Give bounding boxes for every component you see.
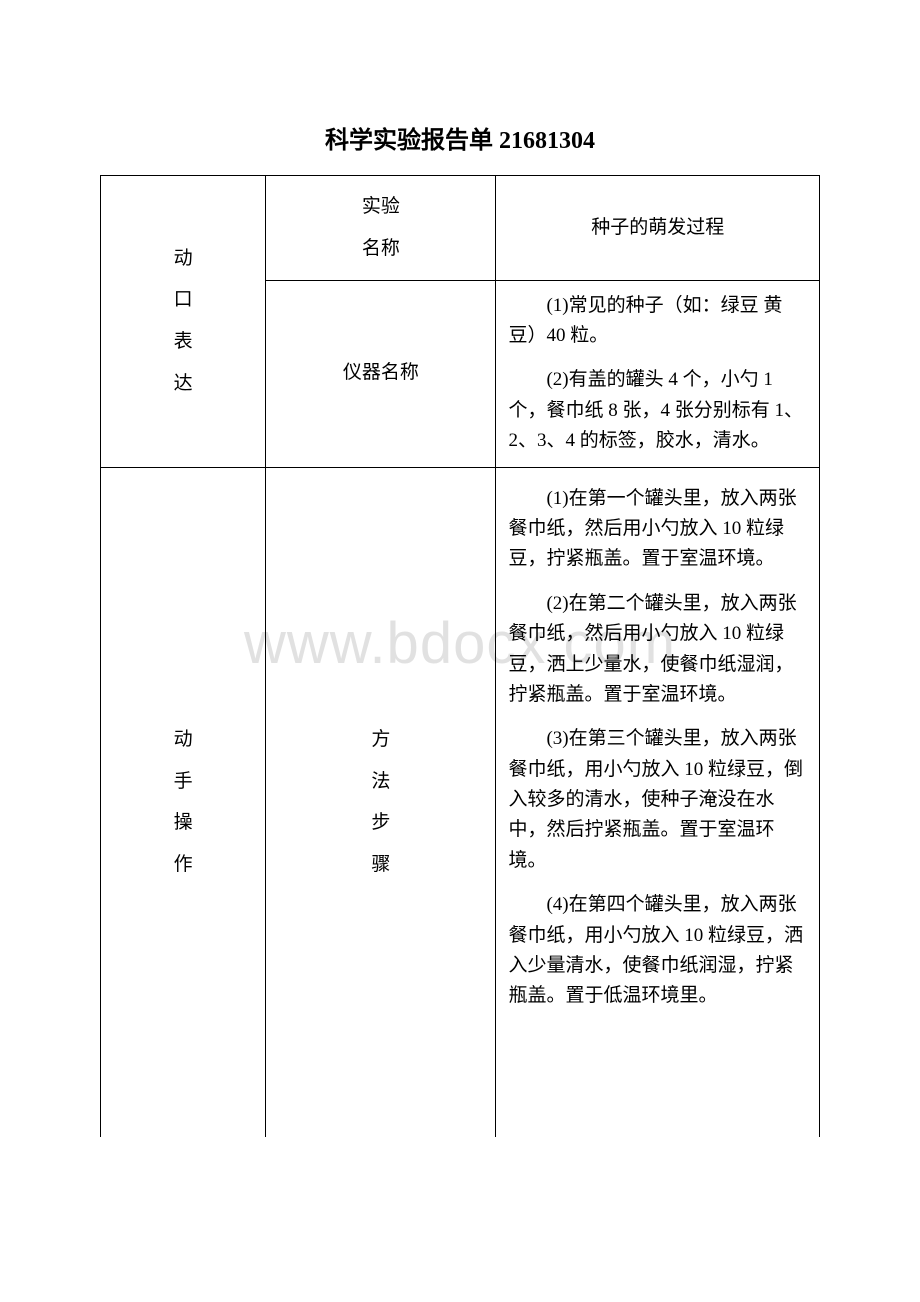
char: 手	[174, 761, 193, 803]
method-label-cell: 方 法 步 骤	[266, 467, 496, 1137]
vertical-label-1: 动 口 表 达	[174, 238, 193, 405]
experiment-name-label-cell: 实验 名称	[266, 176, 496, 281]
char: 达	[174, 363, 193, 405]
left-label-cell-2: 动 手 操 作	[101, 467, 266, 1137]
method-para-3: (3)在第三个罐头里，放入两张餐巾纸，用小勺放入 10 粒绿豆，倒入较多的清水，…	[508, 724, 807, 876]
table-row: 动 口 表 达 实验 名称 种子的萌发过程	[101, 176, 820, 281]
method-label: 方 法 步 骤	[371, 719, 390, 886]
method-value-cell: (1)在第一个罐头里，放入两张餐巾纸，然后用小勺放入 10 粒绿豆，拧紧瓶盖。置…	[496, 467, 820, 1137]
left-label-cell-1: 动 口 表 达	[101, 176, 266, 468]
method-para-4: (4)在第四个罐头里，放入两张餐巾纸，用小勺放入 10 粒绿豆，洒入少量清水，使…	[508, 890, 807, 1012]
table-row: 动 手 操 作 方 法 步 骤 (1)在第一个罐头里，放入两张餐巾纸，然后用小勺…	[101, 467, 820, 1137]
char: 作	[174, 844, 193, 886]
experiment-name-label: 实验 名称	[362, 186, 400, 270]
instrument-label-cell: 仪器名称	[266, 280, 496, 467]
experiment-report-table: 动 口 表 达 实验 名称 种子的萌发过程 仪器名称 (1)常见的种子（如：绿豆…	[100, 175, 820, 1137]
experiment-name-value-cell: 种子的萌发过程	[496, 176, 820, 281]
label-line: 名称	[362, 228, 400, 270]
page-title: 科学实验报告单 21681304	[100, 120, 820, 155]
instrument-para-2: (2)有盖的罐头 4 个，小勺 1 个，餐巾纸 8 张，4 张分别标有 1、2、…	[508, 365, 807, 456]
label-line: 实验	[362, 186, 400, 228]
char: 口	[174, 279, 193, 321]
char: 表	[174, 321, 193, 363]
char: 步	[371, 802, 390, 844]
instrument-para-1: (1)常见的种子（如：绿豆 黄豆）40 粒。	[508, 291, 807, 352]
char: 法	[371, 761, 390, 803]
document-content: 科学实验报告单 21681304 动 口 表 达 实验 名称 种子的萌发过程 仪…	[100, 120, 820, 1137]
char: 动	[174, 238, 193, 280]
char: 骤	[371, 844, 390, 886]
vertical-label-2: 动 手 操 作	[174, 719, 193, 886]
method-para-2: (2)在第二个罐头里，放入两张餐巾纸，然后用小勺放入 10 粒绿豆，洒上少量水，…	[508, 589, 807, 711]
method-para-1: (1)在第一个罐头里，放入两张餐巾纸，然后用小勺放入 10 粒绿豆，拧紧瓶盖。置…	[508, 484, 807, 575]
instrument-value-cell: (1)常见的种子（如：绿豆 黄豆）40 粒。 (2)有盖的罐头 4 个，小勺 1…	[496, 280, 820, 467]
char: 方	[371, 719, 390, 761]
char: 操	[174, 802, 193, 844]
char: 动	[174, 719, 193, 761]
